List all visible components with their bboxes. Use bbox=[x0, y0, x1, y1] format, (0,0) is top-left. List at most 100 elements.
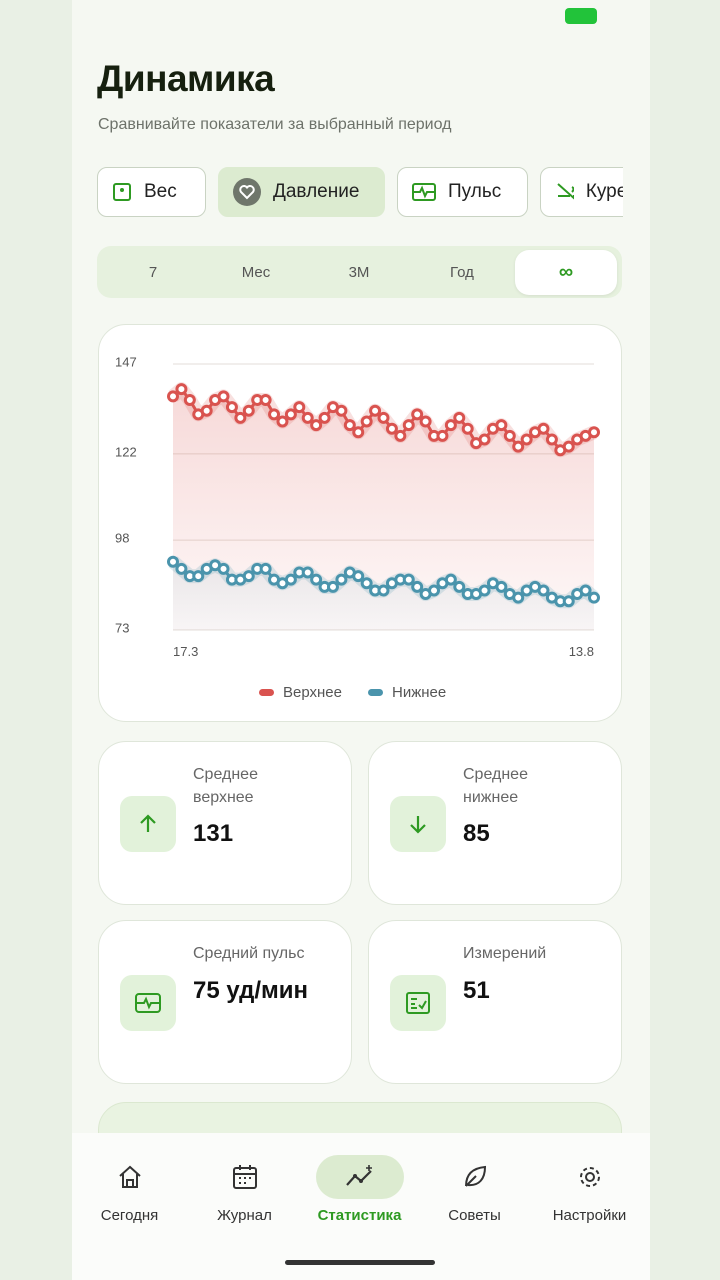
nav-item[interactable]: Настройки bbox=[532, 1155, 647, 1224]
data-point bbox=[453, 411, 466, 424]
data-point bbox=[335, 404, 348, 417]
nav-item[interactable]: Журнал bbox=[187, 1155, 302, 1224]
data-point bbox=[284, 573, 297, 586]
data-point bbox=[545, 433, 558, 446]
page-title: Динамика bbox=[97, 58, 275, 99]
data-point bbox=[512, 440, 525, 453]
nav-label: Настройки bbox=[552, 1207, 627, 1224]
x-tick-label: 13.8 bbox=[569, 644, 594, 659]
nav-label: Сегодня bbox=[100, 1207, 159, 1224]
data-point bbox=[326, 580, 339, 593]
stat-card: Среднее верхнее 131 bbox=[98, 741, 352, 905]
bottom-nav: Сегодня Журнал Статистика Советы Настрой… bbox=[72, 1133, 650, 1280]
data-point bbox=[444, 573, 457, 586]
data-point bbox=[293, 401, 306, 414]
legend-swatch bbox=[368, 689, 383, 696]
stat-card: Измерений 51 bbox=[368, 920, 622, 1084]
data-point bbox=[461, 422, 474, 435]
battery-icon bbox=[565, 8, 597, 24]
metric-tab[interactable]: Курение bbox=[540, 167, 623, 217]
period-option[interactable]: 7 bbox=[148, 264, 158, 281]
tab-label: Давление bbox=[273, 181, 360, 202]
stat-label: Измерений bbox=[463, 945, 547, 962]
icon bbox=[233, 178, 261, 206]
nav-label: Статистика bbox=[317, 1207, 402, 1224]
data-point bbox=[428, 584, 441, 597]
data-point bbox=[284, 408, 297, 421]
period-option[interactable]: Год bbox=[450, 264, 474, 281]
period-selector: 7 Мес 3М Год ∞ bbox=[97, 246, 622, 298]
nav-item[interactable]: Советы bbox=[417, 1155, 532, 1224]
data-point bbox=[537, 422, 550, 435]
stat-icon bbox=[390, 975, 446, 1031]
data-point bbox=[520, 433, 533, 446]
y-tick-label: 98 bbox=[115, 531, 129, 546]
data-point bbox=[411, 580, 424, 593]
app-panel: Динамика Сравнивайте показатели за выбра… bbox=[72, 0, 650, 1280]
y-tick-label: 147 bbox=[115, 354, 137, 369]
data-point bbox=[234, 411, 247, 424]
data-point bbox=[419, 415, 432, 428]
nav-icon bbox=[118, 1165, 141, 1188]
tab-label: Пульс bbox=[448, 181, 502, 202]
nav-item[interactable]: Статистика bbox=[302, 1155, 417, 1224]
data-point bbox=[343, 419, 356, 432]
data-point bbox=[268, 408, 281, 421]
stat-label: Среднее нижнее bbox=[463, 766, 528, 806]
y-tick-label: 122 bbox=[115, 444, 137, 459]
series-area bbox=[173, 389, 594, 630]
data-point bbox=[411, 408, 424, 421]
data-point bbox=[360, 577, 373, 590]
period-option[interactable]: ∞ bbox=[515, 250, 617, 295]
data-point bbox=[200, 404, 213, 417]
period-option[interactable]: 3М bbox=[348, 264, 370, 281]
data-point bbox=[436, 429, 449, 442]
data-point bbox=[495, 580, 508, 593]
stat-value: 85 bbox=[463, 820, 490, 847]
data-point bbox=[478, 433, 491, 446]
data-point bbox=[588, 426, 600, 439]
data-point bbox=[175, 562, 188, 575]
data-point bbox=[385, 422, 398, 435]
nav-item[interactable]: Сегодня bbox=[72, 1155, 187, 1224]
stat-value: 51 bbox=[463, 977, 490, 1004]
data-point bbox=[588, 591, 600, 604]
metric-tab[interactable]: Вес bbox=[97, 167, 206, 217]
stat-icon bbox=[120, 975, 176, 1031]
data-point bbox=[377, 411, 390, 424]
stat-label: Средний пульс bbox=[193, 945, 305, 962]
data-point bbox=[495, 419, 508, 432]
stat-card: Средний пульс 75 уд/мин bbox=[98, 920, 352, 1084]
legend-label: Нижнее bbox=[392, 684, 446, 701]
data-point bbox=[402, 573, 415, 586]
home-indicator bbox=[285, 1260, 435, 1265]
nav-icon bbox=[579, 1167, 600, 1187]
data-point bbox=[562, 440, 575, 453]
nav-icon bbox=[345, 1165, 372, 1186]
stat-label: Среднее верхнее bbox=[193, 766, 258, 806]
x-tick-label: 17.3 bbox=[173, 644, 198, 659]
data-point bbox=[310, 573, 323, 586]
period-option[interactable]: Мес bbox=[241, 264, 271, 281]
metric-tab[interactable]: Пульс bbox=[397, 167, 528, 217]
tab-label: Вес bbox=[144, 181, 177, 202]
data-point bbox=[503, 429, 516, 442]
data-point bbox=[453, 580, 466, 593]
y-tick-label: 73 bbox=[115, 620, 129, 635]
legend-label: Верхнее bbox=[283, 684, 342, 701]
stat-value: 131 bbox=[193, 820, 234, 847]
icon bbox=[113, 183, 131, 201]
data-point bbox=[478, 584, 491, 597]
nav-icon bbox=[464, 1165, 486, 1187]
data-point bbox=[259, 393, 272, 406]
metric-tab[interactable]: Давление bbox=[218, 167, 385, 217]
nav-active-pill bbox=[316, 1155, 404, 1199]
data-point bbox=[301, 411, 314, 424]
data-point bbox=[352, 426, 365, 439]
data-point bbox=[562, 595, 575, 608]
data-point bbox=[310, 419, 323, 432]
data-point bbox=[394, 429, 407, 442]
data-point bbox=[352, 570, 365, 583]
data-point bbox=[537, 584, 550, 597]
chart: 73 98 122 147 17.3 13.8 Верхнее Нижнее bbox=[115, 354, 600, 701]
